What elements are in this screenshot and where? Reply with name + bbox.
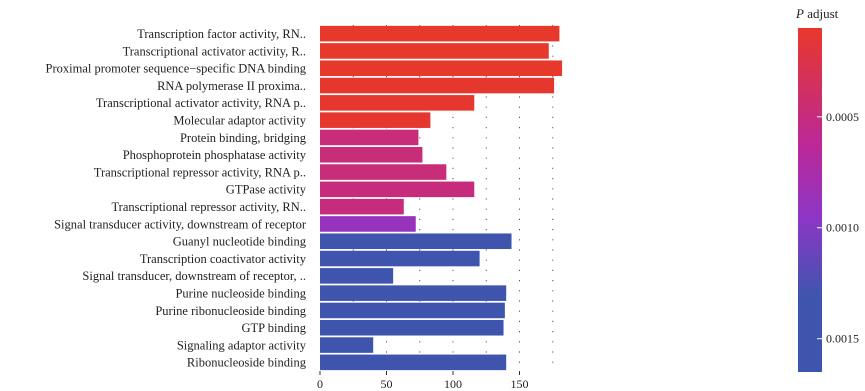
bar xyxy=(320,216,416,232)
category-label: Protein binding, bridging xyxy=(180,131,307,145)
plot-panel xyxy=(312,25,780,371)
bar xyxy=(320,164,447,180)
bar xyxy=(320,112,431,128)
legend-title-italic: P xyxy=(795,6,804,21)
category-label: Transcriptional repressor activity, RN.. xyxy=(111,200,306,214)
bar xyxy=(320,337,374,353)
category-label: Signal transducer activity, downstream o… xyxy=(54,217,307,231)
category-label: Signal transducer, downstream of recepto… xyxy=(82,269,306,283)
category-label: Ribonucleoside binding xyxy=(187,356,307,370)
bar xyxy=(320,285,507,301)
bar xyxy=(320,198,404,215)
x-tick-label: 100 xyxy=(444,377,462,391)
category-labels: Transcription factor activity, RN.. Trans… xyxy=(46,27,307,370)
bars xyxy=(320,25,563,371)
x-tick-label: 0 xyxy=(317,377,323,391)
bar xyxy=(320,302,505,319)
category-label: Phosphoprotein phosphatase activity xyxy=(123,148,307,162)
bar xyxy=(320,319,504,336)
bar xyxy=(320,354,507,371)
bar xyxy=(320,77,555,94)
category-label: Guanyl nucleotide binding xyxy=(173,235,307,249)
legend-title: P adjust xyxy=(795,6,839,21)
bar xyxy=(320,146,423,163)
legend-title-rest: adjust xyxy=(804,6,839,21)
bar xyxy=(320,25,560,42)
x-tick-label: 150 xyxy=(511,377,529,391)
category-label: Molecular adaptor activity xyxy=(173,113,306,127)
category-label: Transcription factor activity, RN.. xyxy=(137,27,306,41)
bar xyxy=(320,95,475,111)
bar xyxy=(320,129,419,146)
bar xyxy=(320,181,475,198)
color-legend: P adjust 0.0005 0.0010 0.0015 xyxy=(795,6,859,372)
legend-tick-label: 0.0010 xyxy=(826,221,859,235)
legend-tick-label: 0.0005 xyxy=(826,110,859,124)
category-label: GTPase activity xyxy=(226,183,307,197)
legend-tick-label: 0.0015 xyxy=(826,332,859,346)
bar xyxy=(320,233,512,250)
category-label: Signaling adaptor activity xyxy=(177,338,307,352)
bar xyxy=(320,43,549,59)
category-label: Proximal promoter sequence−specific DNA … xyxy=(46,62,307,76)
category-label: Transcription coactivator activity xyxy=(140,252,307,266)
category-label: Transcriptional repressor activity, RNA … xyxy=(94,165,306,179)
legend-colorbar xyxy=(798,28,822,372)
category-label: Purine ribonucleoside binding xyxy=(155,304,306,318)
bar xyxy=(320,268,394,284)
x-axis: 0 50 100 150 xyxy=(317,371,529,391)
category-label: Transcriptional activator activity, RNA … xyxy=(96,96,306,110)
category-label: GTP binding xyxy=(242,321,307,335)
category-label: Transcriptional activator activity, R.. xyxy=(123,44,306,58)
bar xyxy=(320,60,563,77)
category-label: RNA polymerase II proxima.. xyxy=(157,79,306,93)
bar xyxy=(320,250,480,267)
x-tick-label: 50 xyxy=(381,377,393,391)
category-label: Purine nucleoside binding xyxy=(175,286,306,300)
